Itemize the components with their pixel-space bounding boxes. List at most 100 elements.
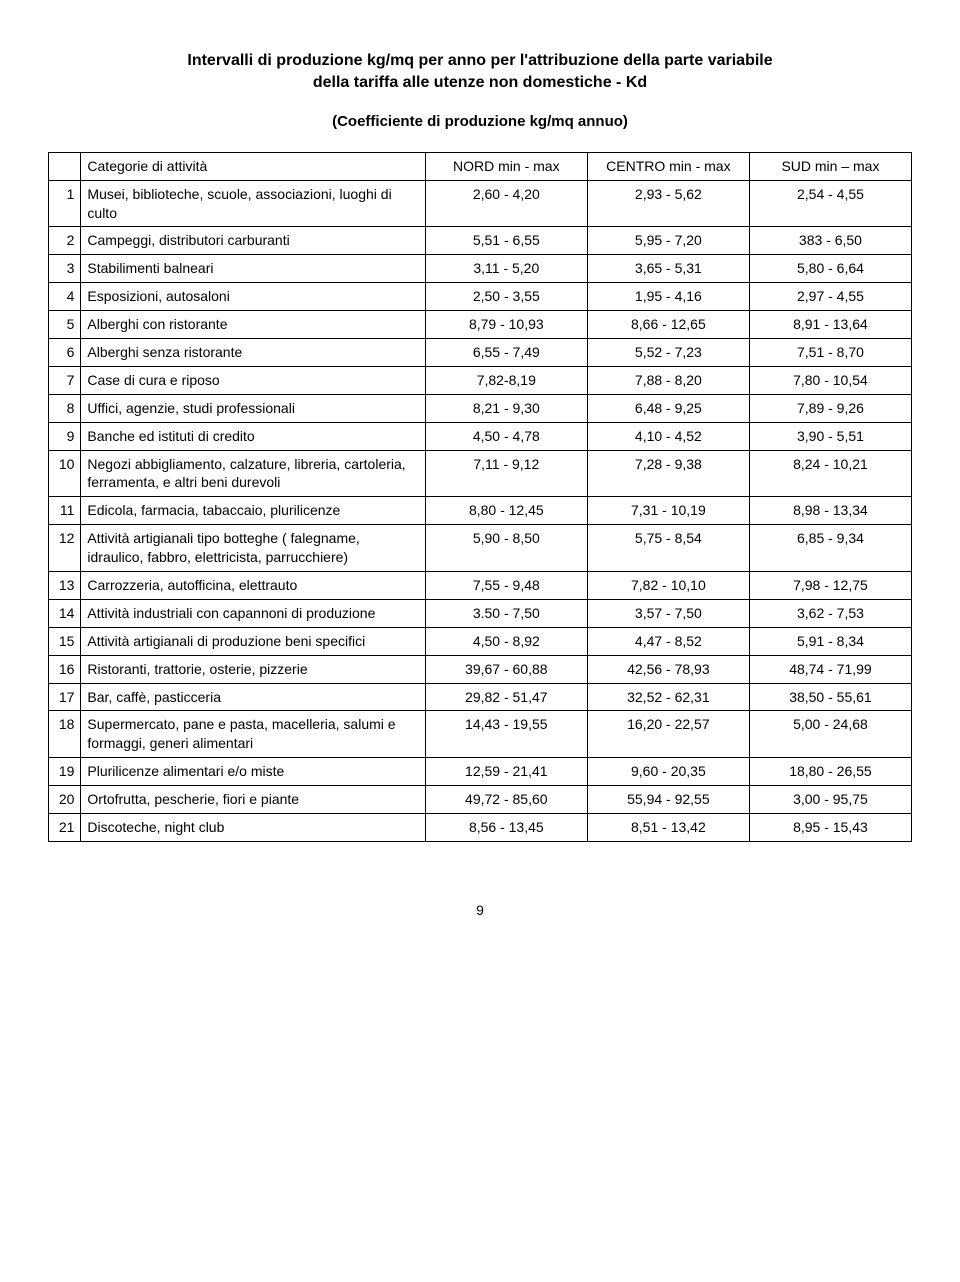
row-sud: 3,90 - 5,51 [749, 422, 911, 450]
header-nord: NORD min - max [425, 152, 587, 180]
table-row: 5Alberghi con ristorante8,79 - 10,938,66… [49, 311, 912, 339]
header-sud: SUD min – max [749, 152, 911, 180]
row-sud: 8,95 - 15,43 [749, 814, 911, 842]
row-nord: 8,79 - 10,93 [425, 311, 587, 339]
row-number: 13 [49, 572, 81, 600]
table-row: 6Alberghi senza ristorante6,55 - 7,495,5… [49, 339, 912, 367]
row-nord: 3.50 - 7,50 [425, 599, 587, 627]
row-number: 8 [49, 394, 81, 422]
row-sud: 5,00 - 24,68 [749, 711, 911, 758]
row-centro: 32,52 - 62,31 [587, 683, 749, 711]
row-nord: 14,43 - 19,55 [425, 711, 587, 758]
table-row: 12Attività artigianali tipo botteghe ( f… [49, 525, 912, 572]
row-nord: 2,50 - 3,55 [425, 283, 587, 311]
row-number: 19 [49, 758, 81, 786]
table-row: 20Ortofrutta, pescherie, fiori e piante4… [49, 786, 912, 814]
table-row: 16Ristoranti, trattorie, osterie, pizzer… [49, 655, 912, 683]
table-row: 18Supermercato, pane e pasta, macelleria… [49, 711, 912, 758]
row-centro: 7,31 - 10,19 [587, 497, 749, 525]
row-sud: 383 - 6,50 [749, 227, 911, 255]
page-title: Intervalli di produzione kg/mq per anno … [48, 50, 912, 95]
row-centro: 5,75 - 8,54 [587, 525, 749, 572]
row-description: Plurilicenze alimentari e/o miste [81, 758, 425, 786]
table-row: 11Edicola, farmacia, tabaccaio, plurilic… [49, 497, 912, 525]
row-nord: 3,11 - 5,20 [425, 255, 587, 283]
row-nord: 49,72 - 85,60 [425, 786, 587, 814]
row-sud: 8,24 - 10,21 [749, 450, 911, 497]
table-header-row: Categorie di attività NORD min - max CEN… [49, 152, 912, 180]
row-description: Alberghi con ristorante [81, 311, 425, 339]
row-centro: 42,56 - 78,93 [587, 655, 749, 683]
table-row: 14Attività industriali con capannoni di … [49, 599, 912, 627]
row-description: Negozi abbigliamento, calzature, libreri… [81, 450, 425, 497]
data-table: Categorie di attività NORD min - max CEN… [48, 152, 912, 842]
row-centro: 7,28 - 9,38 [587, 450, 749, 497]
row-centro: 8,66 - 12,65 [587, 311, 749, 339]
row-nord: 4,50 - 8,92 [425, 627, 587, 655]
row-description: Carrozzeria, autofficina, elettrauto [81, 572, 425, 600]
row-number: 21 [49, 814, 81, 842]
row-centro: 7,88 - 8,20 [587, 366, 749, 394]
row-description: Edicola, farmacia, tabaccaio, plurilicen… [81, 497, 425, 525]
table-row: 4Esposizioni, autosaloni2,50 - 3,551,95 … [49, 283, 912, 311]
row-description: Discoteche, night club [81, 814, 425, 842]
row-nord: 7,82-8,19 [425, 366, 587, 394]
row-description: Uffici, agenzie, studi professionali [81, 394, 425, 422]
row-description: Banche ed istituti di credito [81, 422, 425, 450]
row-sud: 3,00 - 95,75 [749, 786, 911, 814]
row-nord: 8,80 - 12,45 [425, 497, 587, 525]
row-description: Esposizioni, autosaloni [81, 283, 425, 311]
table-row: 15Attività artigianali di produzione ben… [49, 627, 912, 655]
row-number: 16 [49, 655, 81, 683]
row-number: 18 [49, 711, 81, 758]
table-row: 10Negozi abbigliamento, calzature, libre… [49, 450, 912, 497]
page-subtitle: (Coefficiente di produzione kg/mq annuo) [48, 113, 912, 130]
row-centro: 9,60 - 20,35 [587, 758, 749, 786]
row-number: 17 [49, 683, 81, 711]
table-body: 1Musei, biblioteche, scuole, associazion… [49, 180, 912, 841]
row-description: Stabilimenti balneari [81, 255, 425, 283]
row-nord: 7,55 - 9,48 [425, 572, 587, 600]
row-description: Attività industriali con capannoni di pr… [81, 599, 425, 627]
title-line-2: della tariffa alle utenze non domestiche… [313, 74, 647, 91]
table-row: 19Plurilicenze alimentari e/o miste12,59… [49, 758, 912, 786]
row-centro: 7,82 - 10,10 [587, 572, 749, 600]
row-centro: 3,57 - 7,50 [587, 599, 749, 627]
row-sud: 18,80 - 26,55 [749, 758, 911, 786]
row-number: 10 [49, 450, 81, 497]
row-description: Ortofrutta, pescherie, fiori e piante [81, 786, 425, 814]
row-sud: 7,51 - 8,70 [749, 339, 911, 367]
row-sud: 2,54 - 4,55 [749, 180, 911, 227]
table-row: 8Uffici, agenzie, studi professionali8,2… [49, 394, 912, 422]
row-centro: 5,52 - 7,23 [587, 339, 749, 367]
row-centro: 8,51 - 13,42 [587, 814, 749, 842]
row-description: Attività artigianali di produzione beni … [81, 627, 425, 655]
row-description: Supermercato, pane e pasta, macelleria, … [81, 711, 425, 758]
table-row: 3Stabilimenti balneari3,11 - 5,203,65 - … [49, 255, 912, 283]
row-description: Ristoranti, trattorie, osterie, pizzerie [81, 655, 425, 683]
row-centro: 16,20 - 22,57 [587, 711, 749, 758]
row-number: 4 [49, 283, 81, 311]
row-number: 5 [49, 311, 81, 339]
title-line-1: Intervalli di produzione kg/mq per anno … [187, 52, 772, 69]
row-number: 7 [49, 366, 81, 394]
row-number: 12 [49, 525, 81, 572]
row-description: Attività artigianali tipo botteghe ( fal… [81, 525, 425, 572]
row-number: 3 [49, 255, 81, 283]
row-sud: 8,91 - 13,64 [749, 311, 911, 339]
row-centro: 2,93 - 5,62 [587, 180, 749, 227]
row-number: 1 [49, 180, 81, 227]
row-sud: 5,80 - 6,64 [749, 255, 911, 283]
header-categorie: Categorie di attività [81, 152, 425, 180]
row-nord: 8,21 - 9,30 [425, 394, 587, 422]
row-nord: 2,60 - 4,20 [425, 180, 587, 227]
row-nord: 39,67 - 60,88 [425, 655, 587, 683]
row-sud: 7,80 - 10,54 [749, 366, 911, 394]
row-number: 6 [49, 339, 81, 367]
row-centro: 5,95 - 7,20 [587, 227, 749, 255]
row-sud: 5,91 - 8,34 [749, 627, 911, 655]
row-centro: 55,94 - 92,55 [587, 786, 749, 814]
row-centro: 4,47 - 8,52 [587, 627, 749, 655]
row-description: Campeggi, distributori carburanti [81, 227, 425, 255]
row-nord: 8,56 - 13,45 [425, 814, 587, 842]
